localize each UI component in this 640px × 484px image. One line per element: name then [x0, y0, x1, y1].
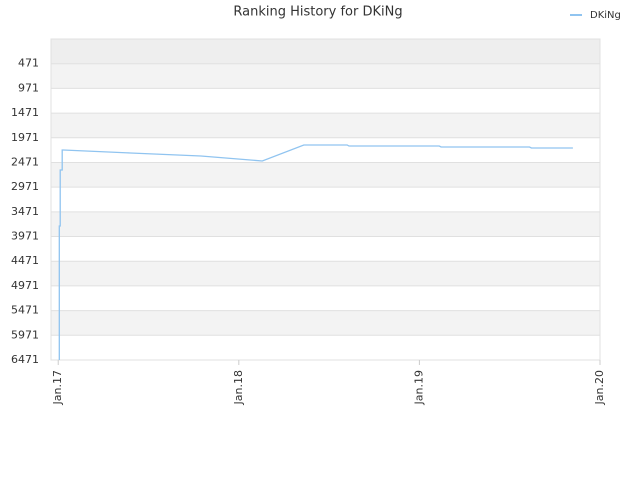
grid-band: [51, 310, 600, 336]
y-tick-label: 1971: [11, 131, 39, 144]
x-tick-label: Jan.20: [593, 370, 606, 405]
y-tick-label: 5971: [11, 328, 39, 341]
y-tick-label: 5471: [11, 304, 39, 317]
y-tick-label: 3471: [11, 205, 39, 218]
chart-title: Ranking History for DKiNg: [233, 5, 402, 20]
grid-band: [51, 211, 600, 237]
grid-band: [51, 236, 600, 262]
legend-label: DKiNg: [590, 10, 621, 21]
grid-band: [51, 39, 600, 64]
x-tick-label: Jan.19: [412, 370, 425, 405]
y-tick-label: 2471: [11, 155, 39, 168]
grid-band: [51, 285, 600, 311]
y-tick-label: 4471: [11, 254, 39, 267]
grid-band: [51, 113, 600, 138]
grid-band: [51, 261, 600, 286]
x-tick-label: Jan.18: [232, 370, 245, 405]
y-tick-label: 6471: [11, 353, 39, 366]
y-tick-label: 471: [18, 57, 39, 70]
grid-band: [51, 335, 600, 360]
data-line: [58, 144, 573, 360]
grid-band: [51, 63, 600, 89]
y-tick-label: 1471: [11, 106, 39, 119]
grid-band: [51, 137, 600, 163]
y-tick-label: 4971: [11, 279, 39, 292]
grid-band: [51, 162, 600, 188]
y-tick-label: 971: [18, 81, 39, 94]
y-tick-label: 2971: [11, 180, 39, 193]
x-tick-label: Jan.17: [51, 370, 64, 405]
grid-band: [51, 88, 600, 114]
y-tick-label: 3971: [11, 230, 39, 243]
grid-band: [51, 187, 600, 212]
